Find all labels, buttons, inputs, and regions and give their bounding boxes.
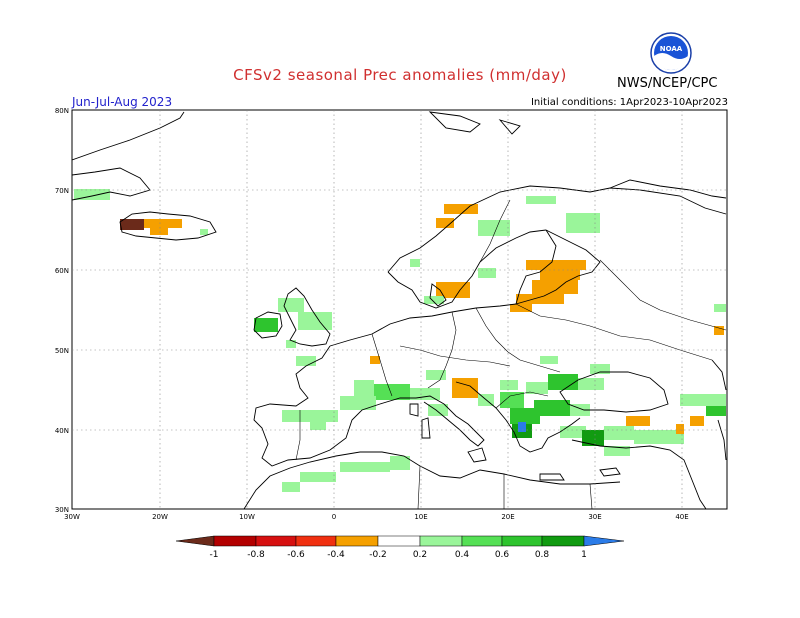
lon-label: 0 [332, 513, 336, 521]
colorbar-label: -1 [210, 550, 219, 560]
lon-label: 30W [64, 513, 80, 521]
colorbar-arrow-left [175, 535, 215, 547]
colorbar-cell [501, 535, 543, 547]
colorbar-label: 1 [581, 550, 587, 560]
org-label: NWS/NCEP/CPC [617, 76, 718, 91]
colorbar-cell [419, 535, 463, 547]
svg-text:NOAA: NOAA [660, 45, 683, 53]
colorbar-label: 0.2 [413, 550, 427, 560]
noaa-logo: NOAA [650, 32, 692, 74]
chart-title: CFSv2 seasonal Prec anomalies (mm/day) [233, 66, 567, 84]
colorbar-label: 0.6 [495, 550, 510, 560]
colorbar-arrow-right [583, 535, 625, 547]
coastlines [72, 111, 727, 509]
colorbar-label: 0.4 [455, 550, 470, 560]
gridlines [72, 110, 727, 509]
lon-label: 30E [588, 513, 601, 521]
anomaly-cells [74, 189, 726, 492]
colorbar-cell [335, 535, 379, 547]
lon-label: 40E [675, 513, 688, 521]
colorbar-cell [255, 535, 297, 547]
lon-label: 10E [414, 513, 427, 521]
map-frame [71, 109, 728, 510]
lat-label: 80N [55, 107, 69, 115]
lon-label: 20E [501, 513, 514, 521]
season-label: Jun-Jul-Aug 2023 [72, 95, 173, 109]
colorbar-label: -0.2 [369, 550, 387, 560]
colorbar-label: -0.6 [287, 550, 305, 560]
lat-label: 50N [55, 347, 69, 355]
initial-conditions: Initial conditions: 1Apr2023-10Apr2023 [530, 97, 728, 108]
lon-labels: 30W 20W 10W 0 10E 20E 30E 40E [64, 513, 689, 521]
colorbar-cell [213, 535, 257, 547]
colorbar-cell [295, 535, 337, 547]
lon-label: 10W [239, 513, 255, 521]
colorbar: -1 -0.8 -0.6 -0.4 -0.2 0.2 0.4 0.6 0.8 1 [175, 535, 625, 560]
colorbar-label: 0.8 [535, 550, 550, 560]
colorbar-cell [377, 535, 421, 547]
lat-label: 30N [55, 506, 69, 514]
colorbar-label: -0.4 [327, 550, 345, 560]
lat-label: 60N [55, 267, 69, 275]
lat-label: 70N [55, 187, 69, 195]
colorbar-cell [461, 535, 503, 547]
lat-label: 40N [55, 427, 69, 435]
lon-label: 20W [152, 513, 168, 521]
colorbar-cell [541, 535, 585, 547]
lat-labels: 80N 70N 60N 50N 40N 30N [55, 107, 69, 514]
colorbar-label: -0.8 [247, 550, 265, 560]
country-borders [295, 199, 727, 509]
